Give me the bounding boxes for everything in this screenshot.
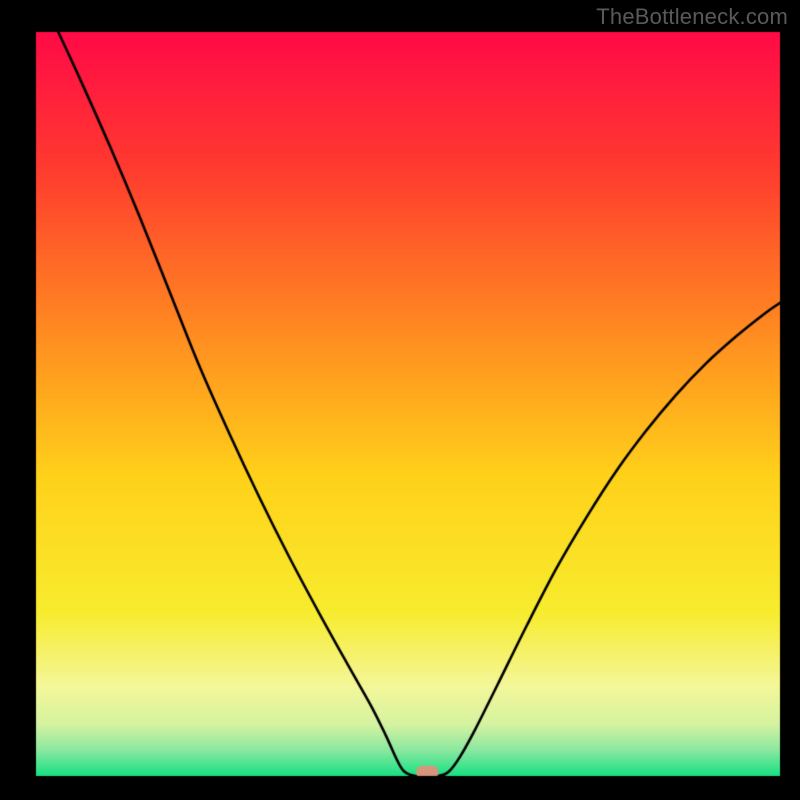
chart-stage: TheBottleneck.com	[0, 0, 800, 800]
watermark-label: TheBottleneck.com	[596, 4, 788, 30]
bottleneck-chart-canvas	[0, 0, 800, 800]
